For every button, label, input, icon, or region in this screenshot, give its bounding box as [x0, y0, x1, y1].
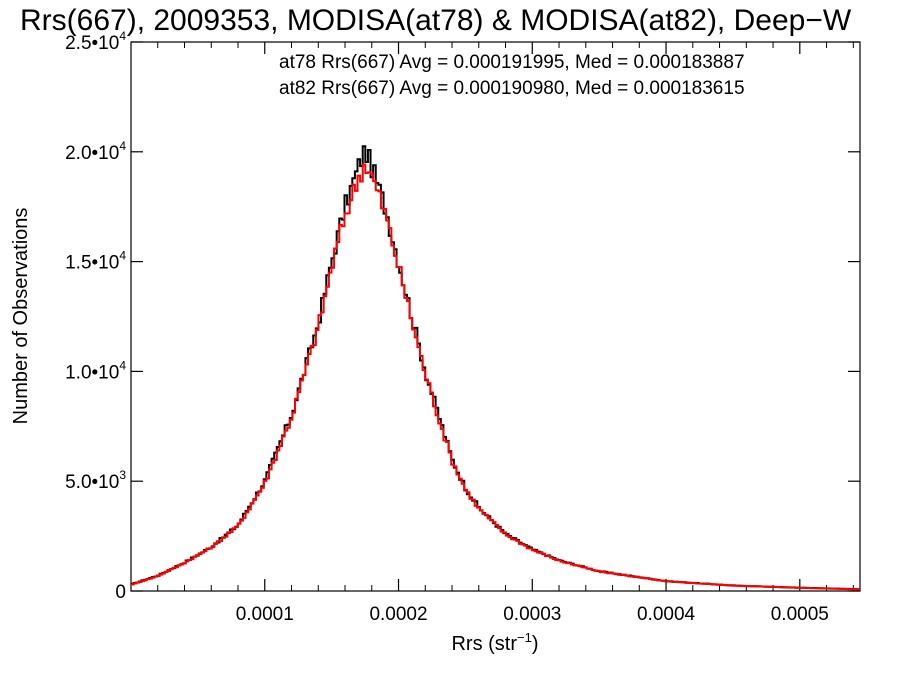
y-tick-label: 1.5•104	[65, 249, 126, 274]
x-axis-label-close: )	[532, 633, 539, 655]
x-axis: 0.0001 0.0002 0.0003 0.0004 0.0005	[157, 42, 854, 625]
x-axis-label-sup: −1	[517, 630, 532, 645]
x-tick-label: 0.0004	[637, 604, 696, 625]
annotation-at78: at78 Rrs(667) Avg = 0.000191995, Med = 0…	[279, 52, 745, 73]
y-tick-label: 0	[115, 582, 126, 603]
annotation-at82: at82 Rrs(667) Avg = 0.000190980, Med = 0…	[279, 78, 745, 99]
y-tick-label: 5.0•103	[65, 468, 126, 493]
y-tick-label: 2.0•104	[65, 139, 126, 164]
x-axis-label: Rrs (str−1)	[451, 630, 538, 655]
plot-frame	[130, 41, 861, 592]
series-layer	[131, 145, 860, 591]
y-tick-label: 1.0•104	[65, 358, 126, 383]
series-at82	[131, 163, 860, 591]
y-axis: 0 5.0•103 1.0•104 1.5•104 2.0•104 2.5•104	[65, 29, 860, 603]
x-tick-label: 0.0002	[369, 604, 427, 625]
y-axis-label: Number of Observations	[10, 208, 32, 425]
x-axis-label-main: Rrs (str	[451, 633, 517, 655]
x-tick-label: 0.0005	[771, 604, 829, 625]
chart-title: Rrs(667), 2009353, MODISA(at78) & MODISA…	[20, 4, 852, 37]
x-tick-label: 0.0003	[503, 604, 561, 625]
x-tick-label: 0.0001	[236, 604, 294, 625]
y-tick-label: 2.5•104	[65, 29, 126, 54]
